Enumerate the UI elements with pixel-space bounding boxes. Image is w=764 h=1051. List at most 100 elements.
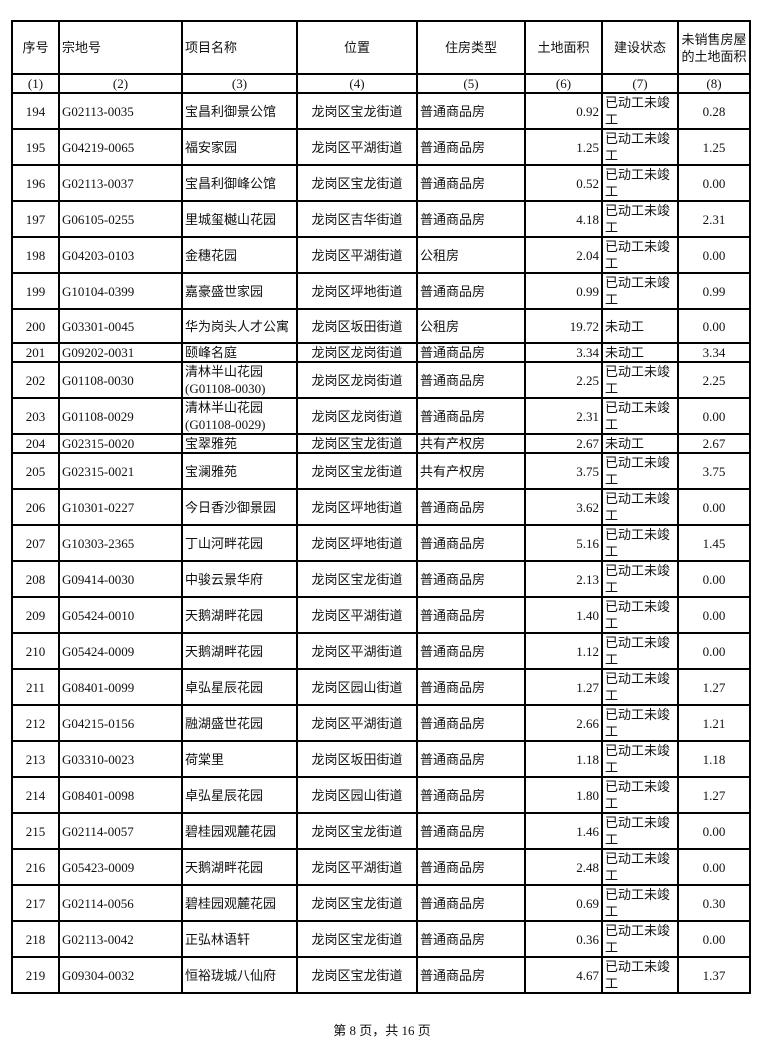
cell-unsold-area: 1.25 xyxy=(677,128,751,166)
cell-housing-type: 普通商品房 xyxy=(416,596,526,634)
cell-land-area: 3.62 xyxy=(524,488,603,526)
cell-housing-type: 普通商品房 xyxy=(416,92,526,130)
cell-unsold-area: 0.00 xyxy=(677,560,751,598)
cell-unsold-area: 0.00 xyxy=(677,397,751,435)
column-number: (6) xyxy=(524,73,603,94)
cell-location: 龙岗区平湖街道 xyxy=(296,236,418,274)
cell-parcel-id: G08401-0098 xyxy=(58,776,183,814)
cell-housing-type: 普通商品房 xyxy=(416,848,526,886)
cell-project-name: 碧桂园观麓花园 xyxy=(181,884,298,922)
cell-parcel-id: G02113-0035 xyxy=(58,92,183,130)
cell-parcel-id: G02315-0021 xyxy=(58,452,183,490)
cell-project-name: 恒裕珑城八仙府 xyxy=(181,956,298,994)
cell-land-area: 0.69 xyxy=(524,884,603,922)
cell-parcel-id: G06105-0255 xyxy=(58,200,183,238)
cell-unsold-area: 1.45 xyxy=(677,524,751,562)
cell-seq: 215 xyxy=(11,812,60,850)
cell-housing-type: 普通商品房 xyxy=(416,884,526,922)
cell-unsold-area: 0.00 xyxy=(677,848,751,886)
cell-land-area: 1.12 xyxy=(524,632,603,670)
cell-seq: 212 xyxy=(11,704,60,742)
cell-land-area: 2.13 xyxy=(524,560,603,598)
cell-land-area: 4.67 xyxy=(524,956,603,994)
cell-land-area: 0.92 xyxy=(524,92,603,130)
cell-seq: 208 xyxy=(11,560,60,598)
cell-land-area: 0.52 xyxy=(524,164,603,202)
table-row: 196 G02113-0037 宝昌利御峰公馆 龙岗区宝龙街道 普通商品房 0.52 已动工… xyxy=(11,164,751,202)
cell-unsold-area: 0.00 xyxy=(677,236,751,274)
cell-seq: 204 xyxy=(11,433,60,454)
cell-location: 龙岗区坂田街道 xyxy=(296,740,418,778)
cell-parcel-id: G01108-0029 xyxy=(58,397,183,435)
cell-housing-type: 普通商品房 xyxy=(416,524,526,562)
cell-location: 龙岗区宝龙街道 xyxy=(296,920,418,958)
table-row: 195 G04219-0065 福安家园 龙岗区平湖街道 普通商品房 1.25 已动工未竣工… xyxy=(11,128,751,166)
cell-unsold-area: 1.21 xyxy=(677,704,751,742)
cell-seq: 209 xyxy=(11,596,60,634)
cell-location: 龙岗区宝龙街道 xyxy=(296,560,418,598)
cell-seq: 202 xyxy=(11,361,60,399)
table-body: 194 G02113-0035 宝昌利御景公馆 龙岗区宝龙街道 普通商品房 0.92 已动工… xyxy=(11,92,751,994)
cell-seq: 211 xyxy=(11,668,60,706)
cell-project-name: 金穗花园 xyxy=(181,236,298,274)
cell-housing-type: 普通商品房 xyxy=(416,128,526,166)
table-row: 194 G02113-0035 宝昌利御景公馆 龙岗区宝龙街道 普通商品房 0.92 已动工… xyxy=(11,92,751,130)
cell-status: 已动工未竣工 xyxy=(601,884,679,922)
cell-land-area: 19.72 xyxy=(524,308,603,344)
cell-seq: 219 xyxy=(11,956,60,994)
cell-seq: 199 xyxy=(11,272,60,310)
cell-status: 未动工 xyxy=(601,433,679,454)
cell-project-name: 里城玺樾山花园 xyxy=(181,200,298,238)
cell-housing-type: 普通商品房 xyxy=(416,632,526,670)
cell-location: 龙岗区宝龙街道 xyxy=(296,433,418,454)
cell-seq: 214 xyxy=(11,776,60,814)
cell-unsold-area: 1.27 xyxy=(677,776,751,814)
cell-parcel-id: G04203-0103 xyxy=(58,236,183,274)
cell-seq: 200 xyxy=(11,308,60,344)
cell-unsold-area: 0.00 xyxy=(677,632,751,670)
cell-status: 已动工未竣工 xyxy=(601,164,679,202)
cell-status: 已动工未竣工 xyxy=(601,596,679,634)
column-number: (1) xyxy=(11,73,60,94)
cell-location: 龙岗区坪地街道 xyxy=(296,524,418,562)
cell-project-name: 天鹅湖畔花园 xyxy=(181,632,298,670)
table-row: 211 G08401-0099 卓弘星辰花园 龙岗区园山街道 普通商品房 1.27 已动工未… xyxy=(11,668,751,706)
cell-status: 已动工未竣工 xyxy=(601,92,679,130)
table-row: 208 G09414-0030 中骏云景华府 龙岗区宝龙街道 普通商品房 2.13 已动工未… xyxy=(11,560,751,598)
table-row: 205 G02315-0021 宝澜雅苑 龙岗区宝龙街道 共有产权房 3.75 已动工未竣工… xyxy=(11,452,751,490)
table-row: 198 G04203-0103 金穗花园 龙岗区平湖街道 公租房 2.04 已动工未竣工 0.… xyxy=(11,236,751,274)
cell-project-name: 宝昌利御景公馆 xyxy=(181,92,298,130)
cell-housing-type: 公租房 xyxy=(416,308,526,344)
cell-project-name: 卓弘星辰花园 xyxy=(181,776,298,814)
cell-parcel-id: G01108-0030 xyxy=(58,361,183,399)
cell-location: 龙岗区坪地街道 xyxy=(296,272,418,310)
cell-status: 已动工未竣工 xyxy=(601,740,679,778)
cell-location: 龙岗区平湖街道 xyxy=(296,848,418,886)
header-row: 序号 宗地号 项目名称 位置 住房类型 土地面积 建设状态 未销售房屋的土地面积 xyxy=(11,20,751,75)
cell-housing-type: 普通商品房 xyxy=(416,560,526,598)
cell-housing-type: 共有产权房 xyxy=(416,433,526,454)
column-number: (8) xyxy=(677,73,751,94)
cell-project-name: 今日香沙御景园 xyxy=(181,488,298,526)
cell-land-area: 1.40 xyxy=(524,596,603,634)
cell-housing-type: 普通商品房 xyxy=(416,488,526,526)
cell-location: 龙岗区宝龙街道 xyxy=(296,812,418,850)
cell-housing-type: 普通商品房 xyxy=(416,200,526,238)
cell-parcel-id: G05424-0010 xyxy=(58,596,183,634)
column-number: (2) xyxy=(58,73,183,94)
cell-unsold-area: 0.00 xyxy=(677,164,751,202)
cell-housing-type: 普通商品房 xyxy=(416,272,526,310)
cell-status: 已动工未竣工 xyxy=(601,272,679,310)
cell-parcel-id: G02114-0056 xyxy=(58,884,183,922)
cell-project-name: 清林半山花园(G01108-0029) xyxy=(181,397,298,435)
table-row: 217 G02114-0056 碧桂园观麓花园 龙岗区宝龙街道 普通商品房 0.69 已动工… xyxy=(11,884,751,922)
cell-location: 龙岗区坪地街道 xyxy=(296,488,418,526)
cell-parcel-id: G10301-0227 xyxy=(58,488,183,526)
table-row: 202 G01108-0030 清林半山花园(G01108-0030) 龙岗区龙岗街道… xyxy=(11,361,751,399)
cell-land-area: 2.66 xyxy=(524,704,603,742)
cell-status: 已动工未竣工 xyxy=(601,488,679,526)
cell-seq: 201 xyxy=(11,342,60,363)
cell-parcel-id: G02113-0037 xyxy=(58,164,183,202)
cell-project-name: 宝澜雅苑 xyxy=(181,452,298,490)
cell-land-area: 2.25 xyxy=(524,361,603,399)
